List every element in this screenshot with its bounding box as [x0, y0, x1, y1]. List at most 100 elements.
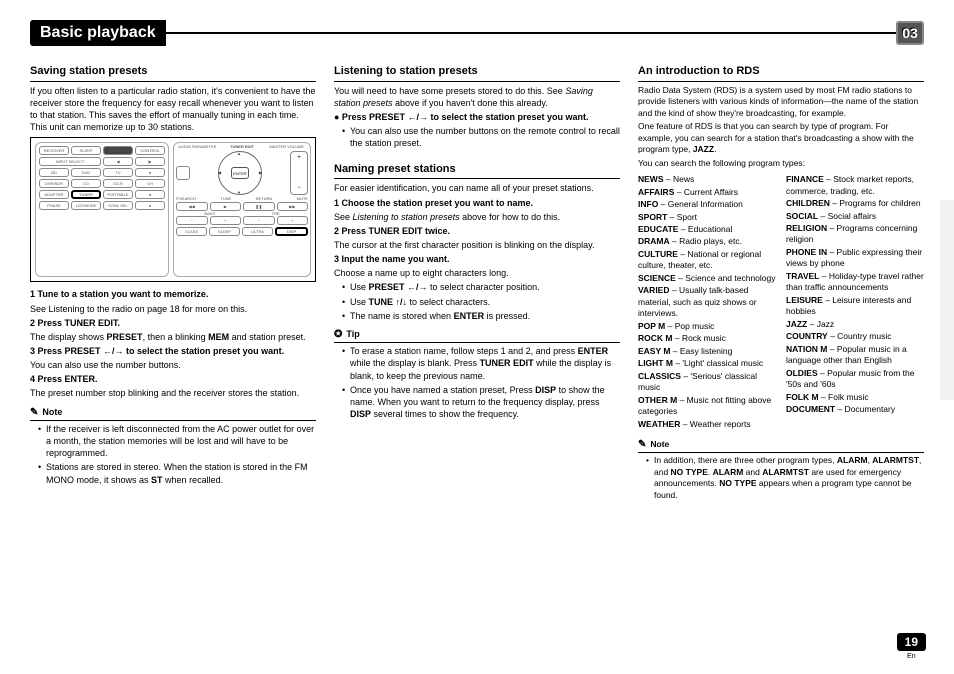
p-rds-1: Radio Data System (RDS) is a system used… — [638, 85, 924, 119]
nav-wheel: ENTER ▲ ▼ ◀ ▶ — [218, 151, 262, 195]
program-type-item: RELIGION – Programs concerning religion — [786, 223, 924, 246]
note-heading: ✎Note — [638, 438, 924, 454]
enter-btn: ENTER — [231, 167, 249, 179]
note-list: If the receiver is left disconnected fro… — [38, 423, 316, 486]
lbl: TUNER EDIT — [221, 145, 264, 149]
t: Listening to station presets — [353, 212, 460, 222]
program-type-item: DOCUMENT – Documentary — [786, 404, 924, 415]
rbtn: ULTRA — [242, 227, 273, 236]
program-type-item: FINANCE – Stock market reports, commerce… — [786, 174, 924, 197]
note-heading: ✎ Note — [30, 406, 316, 422]
program-type-item: CULTURE – National or regional culture, … — [638, 249, 776, 272]
t: MEM — [208, 332, 229, 342]
step-3: 3 Press PRESET ←/→ to select the station… — [30, 345, 316, 357]
rds-note-item: In addition, there are three other progr… — [646, 455, 924, 501]
col-2: Listening to station presets You will ne… — [334, 64, 620, 503]
bullet-item: The name is stored when ENTER is pressed… — [342, 310, 620, 322]
t: Use — [350, 297, 369, 307]
rbtn: ▶ — [135, 157, 165, 166]
remote-diagram: RECEIVER SLEEP SOURCE CONTROL INPUT SELE… — [30, 137, 316, 282]
nstep-3-sub: Choose a name up to eight characters lon… — [334, 267, 620, 279]
program-type-item: AFFAIRS – Current Affairs — [638, 187, 776, 198]
rbtn: ▶ — [210, 202, 242, 211]
t: Use — [350, 282, 369, 292]
program-type-item: EDUCATE – Educational — [638, 224, 776, 235]
t: Note — [42, 406, 62, 418]
program-types: NEWS – NewsAFFAIRS – Current AffairsINFO… — [638, 172, 924, 432]
t: ENTER — [578, 346, 609, 356]
program-type-item: OLDIES – Popular music from the '50s and… — [786, 368, 924, 391]
rbtn: DVR/BDR — [39, 179, 69, 188]
note-icon: ✎ — [30, 406, 38, 420]
vol: +− — [290, 151, 308, 195]
remote-left-grid: RECEIVER SLEEP SOURCE CONTROL INPUT SELE… — [36, 143, 168, 213]
rbtn: BD — [39, 168, 69, 177]
p-saving: If you often listen to a particular radi… — [30, 85, 316, 134]
rbtn — [176, 166, 190, 180]
rbtn: + — [210, 216, 242, 225]
t: DISP — [535, 385, 556, 395]
p-rds-2: One feature of RDS is that you can searc… — [638, 121, 924, 155]
page: Basic playback 03 Saving station presets… — [0, 0, 954, 674]
remote-right-top: AUDIO PARAMETER TUNER EDIT MASTER VOLUME — [176, 145, 308, 149]
page-badge: 19 — [897, 633, 926, 651]
t: to select characters. — [407, 297, 490, 307]
page-number: 19 En — [897, 633, 926, 660]
program-type-item: INFO – General Information — [638, 199, 776, 210]
rbtn: CONTROL — [135, 146, 165, 155]
rbtn: − — [176, 216, 208, 225]
program-type-item: JAZZ – Jazz — [786, 319, 924, 330]
rbtn: SLEEP — [71, 146, 101, 155]
rbtn: CD-R — [103, 179, 133, 188]
t: To erase a station name, follow steps 1 … — [350, 346, 578, 356]
program-type-item: CHILDREN – Programs for children — [786, 198, 924, 209]
step-1-sub: See Listening to the radio on page 18 fo… — [30, 303, 316, 315]
program-type-item: POP M – Pop music — [638, 321, 776, 332]
note-item: Stations are stored in stereo. When the … — [38, 461, 316, 485]
program-type-item: DRAMA – Radio plays, etc. — [638, 236, 776, 247]
step-bullet: ● Press PRESET ←/→ to select the station… — [334, 111, 620, 123]
t: In addition, there are three other progr… — [654, 455, 837, 465]
note-icon: ✎ — [638, 438, 646, 452]
t: ST — [151, 475, 163, 485]
rbtn: CH — [135, 179, 165, 188]
step-2: 2 Press TUNER EDIT. — [30, 317, 316, 329]
rbtn: ● — [135, 201, 165, 210]
t: The display shows — [30, 332, 107, 342]
t: several times to show the frequency. — [371, 409, 519, 419]
rbtn: PORTABLE — [103, 190, 133, 199]
col-3: An introduction to RDS Radio Data System… — [638, 64, 924, 503]
rbtn: INPUT SELECT — [39, 157, 101, 166]
lbl: MUTE — [297, 197, 308, 201]
t: ALARMTST — [762, 467, 809, 477]
rbtn: ❚❚ — [243, 202, 275, 211]
program-type-item: SPORT – Sport — [638, 212, 776, 223]
nstep-3: 3 Input the name you want. — [334, 253, 620, 265]
program-type-item: PHONE IN – Public expressing their views… — [786, 247, 924, 270]
rbtn: RECEIVER — [39, 146, 69, 155]
lbl: ▼ — [237, 190, 241, 195]
lbl: ◀ — [218, 170, 221, 175]
t: ENTER — [454, 311, 485, 321]
program-type-item: SOCIAL – Social affairs — [786, 211, 924, 222]
t: See Listening to the radio on page 18 fo… — [30, 304, 247, 314]
char-bullets: Use PRESET ←/→ to select character posit… — [342, 281, 620, 321]
program-type-item: TRAVEL – Holiday-type travel rather than… — [786, 271, 924, 294]
bullet-item: Use TUNE ↑/↓ to select characters. — [342, 296, 620, 308]
rbtn-tuner: TUNER — [71, 190, 101, 199]
rbtn: CD — [71, 179, 101, 188]
pt-right: FINANCE – Stock market reports, commerce… — [786, 173, 924, 431]
chapter-title: Basic playback — [30, 20, 166, 46]
program-type-item: NATION M – Popular music in a language o… — [786, 344, 924, 367]
rbtn: LISTMODE — [71, 201, 101, 210]
t: . — [714, 144, 716, 154]
t: You will need to have some presets store… — [334, 86, 565, 96]
header-bar: Basic playback 03 — [30, 20, 924, 46]
program-type-item: OTHER M – Music not fitting above catego… — [638, 395, 776, 418]
t: TUNE ↑/↓ — [369, 297, 408, 307]
h-naming: Naming preset stations — [334, 162, 620, 180]
t: One feature of RDS is that you can searc… — [638, 121, 914, 154]
rbtn: ◀ — [103, 157, 133, 166]
row: − + − + — [176, 216, 308, 225]
rbtn: ● — [135, 168, 165, 177]
